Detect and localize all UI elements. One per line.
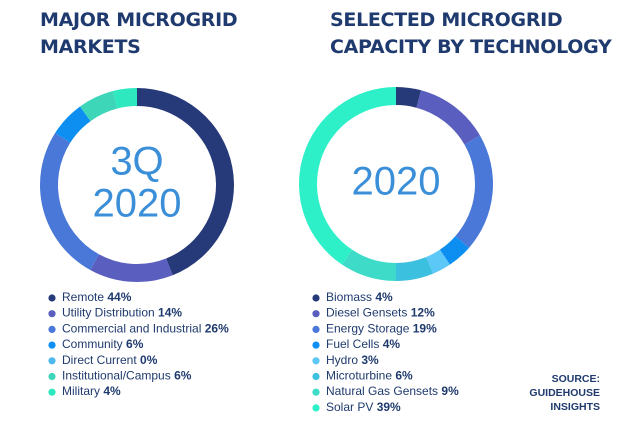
legend-swatch bbox=[312, 404, 320, 412]
legend-entry: Microturbine 6% bbox=[326, 369, 413, 383]
legend-entry: Commercial and Industrial 26% bbox=[62, 322, 229, 336]
legend-entry: Solar PV 39% bbox=[326, 400, 401, 414]
legend-label: Microturbine bbox=[326, 369, 392, 383]
source-line: SOURCE: bbox=[552, 373, 600, 385]
legend-swatch bbox=[312, 325, 320, 333]
legend-entry: Community 6% bbox=[62, 337, 144, 351]
legend-label: Solar PV bbox=[326, 400, 373, 414]
legend-swatch bbox=[312, 341, 320, 349]
legend-entry: Energy Storage 19% bbox=[326, 322, 437, 336]
legend-value: 19% bbox=[413, 322, 437, 336]
legend-label: Institutional/Campus bbox=[62, 369, 171, 383]
legend-value: 3% bbox=[361, 353, 379, 367]
legend-value: 12% bbox=[411, 306, 435, 320]
legend-value: 6% bbox=[126, 337, 144, 351]
legend-swatch bbox=[48, 341, 56, 349]
legend-value: 44% bbox=[107, 290, 131, 304]
donut-segment bbox=[342, 249, 396, 281]
chart-title: CAPACITY BY TECHNOLOGY bbox=[330, 36, 612, 58]
legend-label: Military bbox=[62, 384, 100, 398]
legend-swatch bbox=[312, 357, 320, 365]
legend-swatch bbox=[312, 310, 320, 318]
donut-segment bbox=[396, 87, 422, 108]
legend-entry: Direct Current 0% bbox=[62, 353, 158, 367]
legend-value: 4% bbox=[375, 290, 393, 304]
legend-label: Hydro bbox=[326, 353, 358, 367]
donut-segment bbox=[79, 91, 118, 122]
legend-entry: Diesel Gensets 12% bbox=[326, 306, 435, 320]
donut-segment bbox=[40, 133, 99, 271]
legend-swatch bbox=[48, 310, 56, 318]
chart-title: MAJOR MICROGRID bbox=[40, 9, 237, 31]
legend-label: Fuel Cells bbox=[326, 337, 379, 351]
legend-entry: Fuel Cells 4% bbox=[326, 337, 400, 351]
legend-value: 14% bbox=[158, 306, 182, 320]
legend-entry: Hydro 3% bbox=[326, 353, 379, 367]
legend-label: Remote bbox=[62, 290, 104, 304]
donut-segment bbox=[416, 90, 481, 145]
legend-value: 9% bbox=[441, 384, 459, 398]
legend-swatch bbox=[312, 388, 320, 396]
legend-value: 6% bbox=[174, 369, 192, 383]
legend-value: 26% bbox=[205, 322, 229, 336]
donut-segment bbox=[90, 254, 173, 282]
legend-label: Natural Gas Gensets bbox=[326, 384, 438, 398]
legend-swatch bbox=[48, 388, 56, 396]
legend-label: Energy Storage bbox=[326, 322, 410, 336]
legend-label: Biomass bbox=[326, 290, 372, 304]
legend-label: Utility Distribution bbox=[62, 306, 155, 320]
legend-entry: Institutional/Campus 6% bbox=[62, 369, 192, 383]
legend-entry: Natural Gas Gensets 9% bbox=[326, 384, 459, 398]
legend-swatch bbox=[48, 294, 56, 302]
donut-segment bbox=[298, 87, 396, 265]
donut-segment bbox=[137, 88, 234, 276]
legend-swatch bbox=[48, 325, 56, 333]
donut-segment bbox=[455, 135, 493, 248]
chart-title: SELECTED MICROGRID bbox=[330, 9, 562, 31]
donut-segment bbox=[439, 236, 469, 265]
legend-entry: Biomass 4% bbox=[326, 290, 393, 304]
legend-value: 4% bbox=[103, 384, 121, 398]
legend-value: 4% bbox=[383, 337, 401, 351]
donut-segment bbox=[112, 88, 137, 109]
donut-segment bbox=[426, 249, 450, 274]
legend-label: Community bbox=[62, 337, 123, 351]
legend-swatch bbox=[48, 372, 56, 381]
legend-label: Diesel Gensets bbox=[326, 306, 407, 320]
center-label: 2020 bbox=[352, 160, 441, 204]
donut-segment bbox=[55, 106, 91, 143]
legend-value: 6% bbox=[395, 369, 413, 383]
legend-swatch bbox=[48, 357, 56, 365]
legend-value: 39% bbox=[377, 400, 401, 414]
legend-entry: Military 4% bbox=[62, 384, 121, 398]
legend-label: Commercial and Industrial bbox=[62, 322, 201, 336]
donut-segment bbox=[396, 256, 434, 281]
legend-label: Direct Current bbox=[62, 353, 137, 367]
legend-entry: Remote 44% bbox=[62, 290, 132, 304]
legend-entry: Utility Distribution 14% bbox=[62, 306, 182, 320]
legend-swatch bbox=[312, 294, 320, 302]
legend-value: 0% bbox=[140, 353, 158, 367]
source-line: GUIDEHOUSE bbox=[529, 387, 600, 399]
chart-title: MARKETS bbox=[40, 36, 141, 58]
source-line: INSIGHTS bbox=[550, 401, 600, 413]
center-label: 2020 bbox=[93, 182, 182, 226]
legend-swatch bbox=[312, 372, 320, 381]
center-label: 3Q bbox=[110, 140, 163, 184]
